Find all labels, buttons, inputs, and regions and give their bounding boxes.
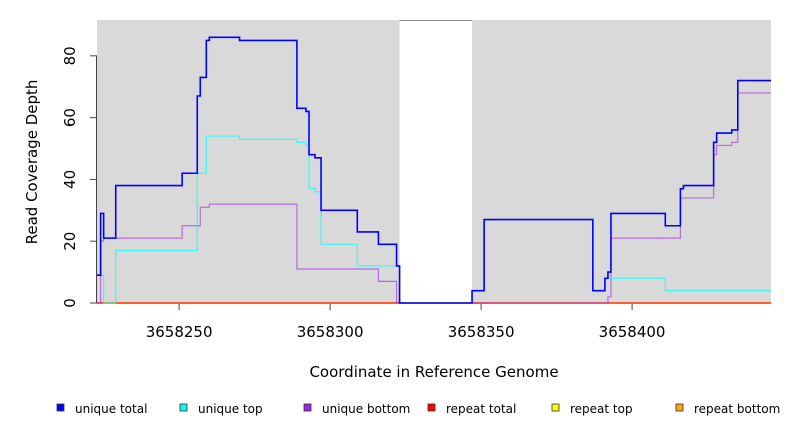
legend-label: repeat bottom [694, 402, 780, 416]
legend-item-repeat-bottom: repeat bottom [675, 402, 780, 416]
legend-label: unique total [75, 402, 147, 416]
legend-label: repeat top [570, 402, 633, 416]
legend-swatch [551, 403, 560, 412]
y-tick-label: 40 [61, 170, 79, 189]
legend-swatch [427, 403, 436, 412]
series-line-unique-total [97, 36, 771, 304]
legend-item-unique-top: unique top [179, 402, 263, 416]
legend-item-repeat-top: repeat top [551, 402, 633, 416]
x-axis-title: Coordinate in Reference Genome [309, 363, 558, 381]
y-tick-label: 0 [61, 298, 79, 308]
legend-item-repeat-total: repeat total [427, 402, 516, 416]
legend-swatch [56, 403, 65, 412]
legend-swatch [675, 403, 684, 412]
legend-label: repeat total [446, 402, 516, 416]
y-axis-title: Read Coverage Depth [23, 80, 41, 245]
legend: unique total unique top unique bottom repea… [56, 402, 780, 416]
x-axis: 3658250 3658300 3658350 3658400 [146, 303, 666, 341]
legend-item-unique-total: unique total [56, 402, 147, 416]
legend-item-unique-bottom: unique bottom [303, 402, 410, 416]
series-line-unique-bottom [97, 92, 771, 304]
x-tick-label: 3658350 [448, 323, 515, 341]
legend-swatch [179, 403, 188, 412]
legend-label: unique bottom [322, 402, 410, 416]
x-tick-label: 3658250 [146, 323, 213, 341]
legend-swatch [303, 403, 312, 412]
y-tick-label: 60 [61, 108, 79, 127]
series-lines [97, 36, 771, 304]
y-tick-label: 80 [61, 46, 79, 65]
x-tick-label: 3658400 [599, 323, 666, 341]
y-tick-label: 20 [61, 232, 79, 251]
y-axis: 0 20 40 60 80 [61, 46, 97, 308]
no-data-region [399, 20, 473, 303]
x-tick-label: 3658300 [297, 323, 364, 341]
legend-label: unique top [198, 402, 263, 416]
